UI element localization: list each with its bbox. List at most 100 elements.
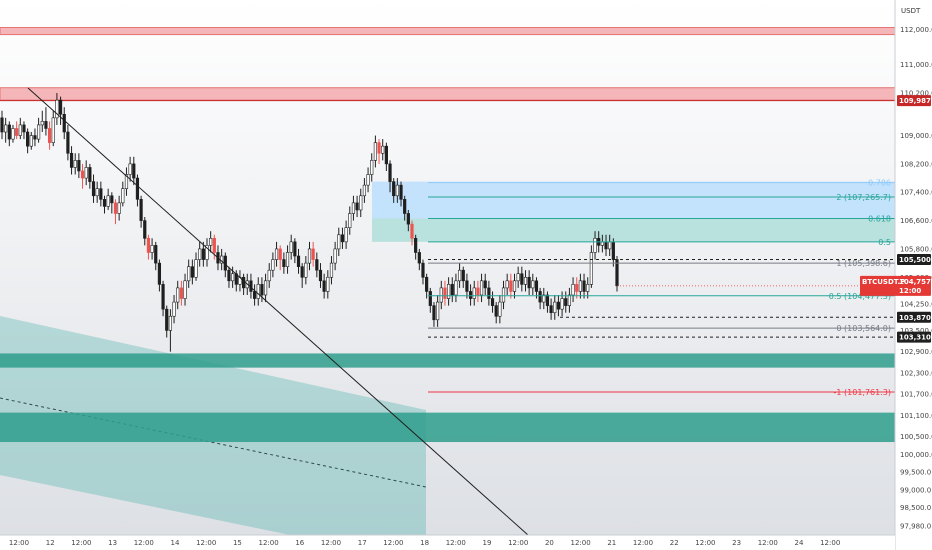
- candle-body: [88, 167, 92, 182]
- candle-body: [4, 124, 8, 133]
- candle-body: [161, 284, 165, 310]
- candle-body: [201, 248, 205, 260]
- candle-body: [479, 280, 484, 296]
- time-tick-label: 21: [607, 539, 616, 547]
- candle-body: [0, 117, 4, 133]
- candle-body: [410, 223, 414, 239]
- time-tick-label: 12:00: [758, 539, 778, 547]
- candle-body: [289, 241, 293, 253]
- price-badge-label: 103,310.2: [899, 334, 932, 342]
- candle-body: [304, 262, 308, 278]
- price-tick-label: 104,250.0: [900, 300, 932, 308]
- candle-body: [33, 135, 37, 140]
- price-tick-label: 107,400.0: [900, 189, 932, 197]
- candles-layer: [0, 93, 619, 352]
- candle-body: [212, 238, 216, 253]
- resistance-zone-top: [0, 26, 896, 36]
- candle-body: [373, 142, 377, 161]
- candle-body: [285, 252, 290, 267]
- candle-body: [337, 234, 341, 250]
- fib-level-label: 0.5 (104,477.3): [829, 292, 891, 301]
- candle-body: [139, 199, 143, 221]
- candle-body: [267, 269, 271, 282]
- trendline: [27, 87, 529, 536]
- candle-body: [567, 294, 572, 306]
- candle-body: [176, 287, 180, 303]
- candle-body: [274, 248, 279, 260]
- price-tick-label: 111,000.0: [900, 61, 932, 69]
- time-axis-panel[interactable]: [0, 535, 895, 550]
- candle-body: [333, 248, 337, 264]
- time-tick-label: 18: [420, 539, 429, 547]
- candle-body: [242, 276, 246, 289]
- candle-body: [318, 269, 323, 282]
- price-tick-label: 98,500.0: [900, 504, 931, 512]
- currency-label[interactable]: USDT: [901, 7, 921, 15]
- candle-body: [351, 202, 356, 214]
- candle-body: [263, 280, 268, 296]
- current-price-value: 104,757.9: [899, 278, 932, 286]
- candle-body: [307, 248, 312, 264]
- candle-body: [560, 298, 564, 310]
- candle-body: [47, 128, 52, 143]
- candle-body: [593, 238, 597, 253]
- candle-body: [271, 259, 275, 271]
- candle-body: [187, 266, 191, 282]
- time-tick-label: 13: [108, 539, 117, 547]
- candle-body: [384, 145, 388, 165]
- candle-body: [381, 145, 385, 154]
- candle-body: [586, 284, 590, 292]
- candle-body: [395, 184, 399, 197]
- candle-body: [362, 184, 367, 197]
- candle-body: [377, 142, 381, 154]
- candle-body: [465, 280, 469, 292]
- candle-body: [37, 124, 41, 140]
- candle-body: [421, 262, 425, 278]
- time-tick-label: 14: [171, 539, 180, 547]
- candle-body: [520, 273, 524, 285]
- time-tick-label: 17: [358, 539, 367, 547]
- candle-body: [205, 245, 209, 260]
- candle-body: [99, 188, 103, 200]
- candle-body: [73, 160, 77, 168]
- candle-body: [414, 238, 418, 253]
- candle-body: [340, 234, 345, 243]
- candle-body: [578, 280, 582, 292]
- candle-body: [436, 301, 440, 321]
- time-tick-label: 12:00: [321, 539, 341, 547]
- price-tick-label: 102,900.0: [900, 348, 932, 356]
- price-tick-label: 101,700.0: [900, 391, 932, 399]
- candle-body: [66, 131, 70, 154]
- fib-zone-blue: [372, 181, 895, 219]
- fib-level-label: 0 (103,564.0): [836, 324, 891, 333]
- candle-body: [55, 99, 59, 119]
- candle-body: [498, 301, 502, 317]
- price-tick-label: 101,100.0: [900, 412, 932, 420]
- candle-body: [501, 287, 506, 303]
- candle-body: [344, 227, 348, 243]
- candle-body: [542, 294, 546, 303]
- candle-body: [575, 284, 579, 292]
- candle-body: [472, 287, 476, 299]
- candle-body: [15, 128, 19, 136]
- price-axis-panel[interactable]: [895, 0, 932, 550]
- candle-body: [29, 135, 33, 147]
- time-tick-label: 12:00: [71, 539, 91, 547]
- candle-body: [293, 241, 297, 257]
- fib-zone-green: [372, 218, 895, 242]
- time-tick-label: 12:00: [196, 539, 216, 547]
- candle-body: [439, 287, 443, 303]
- candle-body: [494, 305, 498, 317]
- candle-body: [582, 280, 586, 292]
- time-tick-label: 23: [732, 539, 741, 547]
- price-tick-label: 105,800.0: [900, 245, 932, 253]
- candle-body: [370, 160, 374, 175]
- candle-body: [198, 248, 202, 260]
- time-tick-label: 12:00: [9, 539, 29, 547]
- candle-body: [545, 294, 550, 306]
- candle-body: [490, 298, 495, 306]
- candle-body: [172, 301, 176, 317]
- candle-body: [527, 276, 531, 289]
